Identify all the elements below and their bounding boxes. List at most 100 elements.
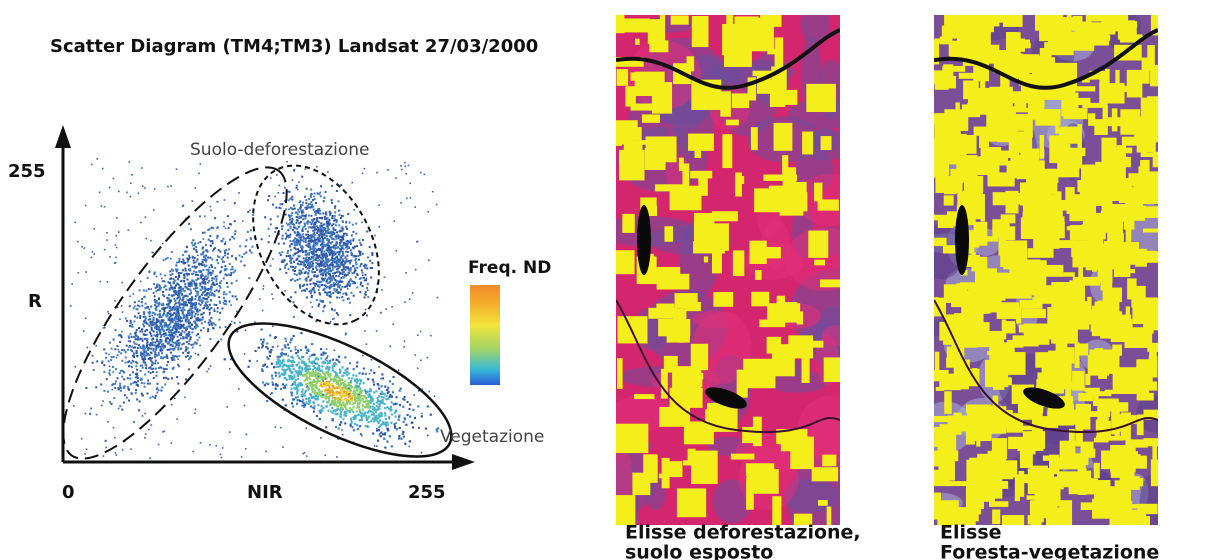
scatter-point — [402, 435, 405, 438]
scatter-point — [347, 393, 350, 396]
scatter-point — [156, 283, 159, 286]
scatter-point — [329, 293, 332, 296]
scatter-point — [363, 395, 366, 398]
scatter-point — [349, 395, 352, 398]
scatter-point — [221, 307, 224, 310]
scatter-point — [142, 320, 145, 323]
scatter-point — [334, 279, 337, 281]
scatter-point — [169, 312, 172, 315]
scatter-point — [172, 337, 175, 340]
scatter-point — [314, 389, 317, 392]
scatter-point — [371, 417, 374, 420]
scatter-point — [338, 213, 341, 216]
scatter-point — [298, 249, 300, 252]
scatter-point — [111, 366, 114, 368]
scatter-point — [136, 398, 139, 401]
scatter-point — [323, 263, 325, 266]
scatter-point — [191, 323, 193, 326]
scatter-point — [281, 203, 284, 206]
scatter-point — [205, 288, 208, 291]
scatter-point — [282, 363, 285, 366]
scatter-point — [342, 389, 345, 392]
scatter-point — [120, 336, 123, 339]
scatter-point — [377, 413, 380, 416]
scatter-point — [153, 295, 156, 298]
scatter-point — [210, 322, 213, 325]
scatter-point — [284, 346, 287, 349]
scatter-point — [223, 296, 225, 299]
scatter-point — [301, 229, 304, 232]
scatter-point — [299, 400, 302, 402]
scatter-point — [184, 267, 187, 270]
scatter-point — [154, 359, 157, 362]
scatter-point — [345, 225, 348, 228]
scatter-point — [298, 272, 301, 275]
scatter-point — [146, 322, 149, 325]
scatter-point — [315, 320, 318, 323]
scatter-point — [192, 310, 195, 313]
scatter-point — [133, 301, 136, 304]
scatter-point — [135, 381, 138, 384]
scatter-point — [281, 383, 284, 386]
scatter-point — [404, 418, 407, 421]
scatter-point — [151, 363, 154, 366]
scatter-point — [195, 342, 198, 345]
scatter-point — [201, 247, 204, 250]
scatter-point — [355, 378, 358, 381]
scatter-point — [205, 258, 208, 261]
scatter-point — [317, 366, 320, 369]
scatter-point — [201, 261, 204, 264]
scatter-point — [305, 296, 308, 299]
scatter-point — [187, 310, 190, 313]
scatter-point — [398, 414, 401, 417]
scatter-point — [136, 374, 139, 377]
scatter-point — [314, 284, 316, 287]
scatter-point — [115, 380, 117, 383]
scatter-point — [176, 340, 179, 342]
scatter-point — [249, 249, 251, 252]
scatter-point — [189, 338, 192, 341]
scatter-point — [325, 292, 328, 295]
scatter-point — [345, 246, 348, 249]
scatter-point — [308, 378, 311, 381]
scatter-point — [152, 370, 154, 373]
scatter-point — [177, 311, 179, 314]
scatter-point — [191, 346, 194, 349]
scatter-point — [307, 214, 310, 217]
scatter-point — [361, 252, 364, 255]
scatter-point — [154, 362, 157, 365]
scatter-point — [192, 343, 195, 346]
scatter-point — [314, 241, 317, 243]
scatter-point — [193, 280, 196, 283]
scatter-point — [290, 258, 292, 261]
scatter-point — [173, 358, 176, 361]
scatter-point — [207, 321, 210, 324]
scatter-point — [198, 319, 201, 322]
scatter-point — [130, 349, 133, 352]
scatter-point — [221, 240, 224, 243]
scatter-point — [371, 405, 374, 408]
scatter-point — [144, 319, 147, 322]
scatter-point — [307, 252, 310, 255]
scatter-point — [353, 399, 356, 401]
scatter-point — [176, 376, 179, 379]
scatter-point — [178, 299, 181, 302]
scatter-point — [116, 345, 119, 348]
scatter-point — [317, 208, 320, 211]
scatter-point — [177, 272, 180, 274]
scatter-point — [138, 327, 140, 330]
scatter-point — [165, 337, 168, 340]
scatter-point — [360, 390, 363, 393]
scatter-point — [150, 322, 153, 325]
scatter-point — [292, 228, 295, 231]
scatter-point — [320, 230, 323, 233]
scatter-point — [187, 285, 190, 287]
scatter-point — [321, 247, 324, 250]
scatter-point — [104, 439, 107, 442]
scatter-point — [149, 331, 151, 334]
scatter-point — [332, 227, 335, 230]
scatter-point — [269, 218, 272, 221]
scatter-point — [141, 347, 144, 350]
scatter-point — [178, 289, 181, 292]
scatter-point — [293, 376, 296, 379]
